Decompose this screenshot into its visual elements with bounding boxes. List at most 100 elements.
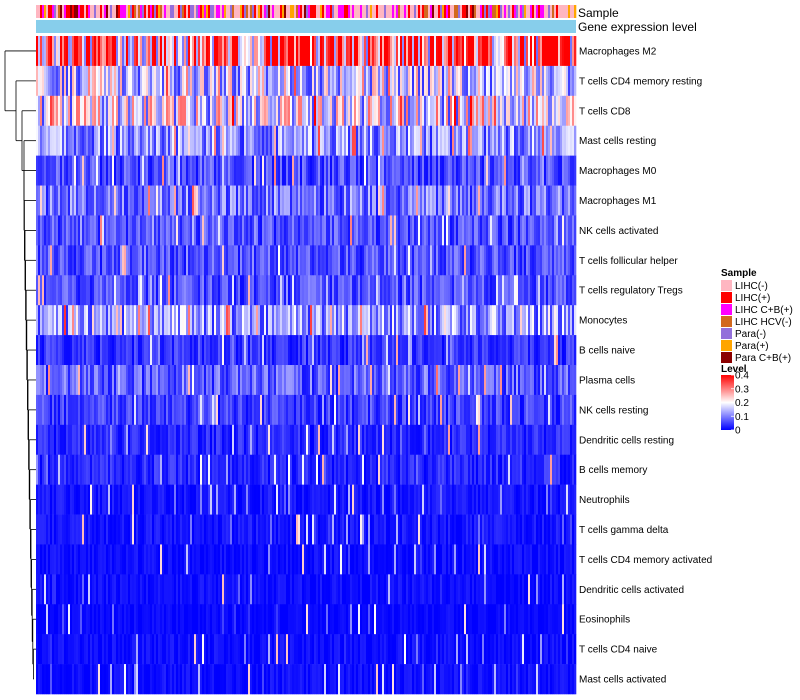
heatmap-cell xyxy=(276,424,279,456)
heatmap-cell xyxy=(204,394,207,426)
heatmap-cell xyxy=(374,484,377,515)
heatmap-cell xyxy=(188,245,191,276)
heatmap-cell xyxy=(248,125,251,156)
heatmap-cell xyxy=(260,245,263,276)
heatmap-cell xyxy=(272,95,275,127)
heatmap-cell xyxy=(220,155,223,186)
heatmap-cell xyxy=(110,65,113,97)
sample-annotation-cell xyxy=(556,5,559,18)
heatmap-cell xyxy=(324,484,327,515)
heatmap-cell xyxy=(98,215,101,246)
heatmap-cell xyxy=(328,155,331,186)
heatmap-cell xyxy=(366,95,369,127)
heatmap-cell xyxy=(198,454,201,485)
sample-annotation-cell xyxy=(460,5,463,18)
heatmap-cell xyxy=(472,424,475,456)
heatmap-cell xyxy=(358,36,361,67)
heatmap-cell xyxy=(474,394,477,426)
sample-annotation-cell xyxy=(96,5,99,18)
heatmap-cell xyxy=(306,365,309,396)
heatmap-cell xyxy=(464,514,467,545)
heatmap-cell xyxy=(220,484,223,515)
heatmap-cell xyxy=(488,484,491,515)
heatmap-cell xyxy=(168,245,171,276)
heatmap-cell xyxy=(102,155,105,186)
heatmap-cell xyxy=(104,95,107,127)
heatmap-cell xyxy=(458,424,461,456)
heatmap-cell xyxy=(182,95,185,127)
heatmap-cell xyxy=(534,424,537,456)
heatmap-cell xyxy=(286,365,289,396)
heatmap-cell xyxy=(532,65,535,97)
heatmap-cell xyxy=(112,36,115,67)
heatmap-cell xyxy=(194,155,197,186)
heatmap-cell xyxy=(508,125,511,156)
heatmap-cell xyxy=(276,484,279,515)
heatmap-cell xyxy=(164,365,167,396)
heatmap-cell xyxy=(290,155,293,186)
heatmap-cell xyxy=(108,185,111,216)
heatmap-cell xyxy=(336,454,339,485)
sample-annotation-cell xyxy=(536,5,539,18)
sample-annotation-cell xyxy=(482,5,485,18)
heatmap-cell xyxy=(82,95,85,127)
heatmap-cell xyxy=(140,215,143,246)
heatmap-cell xyxy=(110,484,113,515)
heatmap-cell xyxy=(412,275,415,306)
heatmap-cell xyxy=(114,95,117,127)
heatmap-cell xyxy=(68,185,71,216)
heatmap-cell xyxy=(548,305,551,336)
heatmap-cell xyxy=(254,65,257,97)
heatmap-cell xyxy=(336,484,339,515)
heatmap-cell xyxy=(132,454,135,485)
heatmap-cell xyxy=(512,215,515,246)
heatmap-cell xyxy=(106,95,109,127)
heatmap-cell xyxy=(558,454,561,485)
heatmap-cell xyxy=(388,65,391,97)
heatmap-cell xyxy=(330,365,333,396)
heatmap-cell xyxy=(546,424,549,456)
heatmap-cell xyxy=(516,65,519,97)
heatmap-cell xyxy=(152,424,155,456)
heatmap-cell xyxy=(546,65,549,97)
heatmap-cell xyxy=(374,305,377,336)
heatmap-cell xyxy=(386,275,389,306)
heatmap-cell xyxy=(444,484,447,515)
heatmap-cell xyxy=(348,155,351,186)
heatmap-cell xyxy=(94,305,97,336)
heatmap-cell xyxy=(186,514,189,545)
heatmap-cell xyxy=(408,95,411,127)
heatmap-cell xyxy=(174,245,177,276)
sample-annotation-cell xyxy=(450,5,453,18)
heatmap-cell xyxy=(492,95,495,127)
heatmap-cell xyxy=(208,65,211,97)
heatmap-cell xyxy=(138,394,141,426)
heatmap-cell xyxy=(466,305,469,336)
heatmap-cell xyxy=(72,215,75,246)
heatmap-cell xyxy=(418,394,421,426)
heatmap-cell xyxy=(494,155,497,186)
heatmap-cell xyxy=(38,484,41,515)
heatmap-cell xyxy=(88,95,91,127)
heatmap-cell xyxy=(200,95,203,127)
heatmap-cell xyxy=(70,95,73,127)
heatmap-cell xyxy=(218,245,221,276)
heatmap-cell xyxy=(456,185,459,216)
heatmap-cell xyxy=(552,215,555,246)
heatmap-cell xyxy=(474,424,477,456)
heatmap-cell xyxy=(336,155,339,186)
heatmap-cell xyxy=(526,365,529,396)
heatmap-cell xyxy=(142,125,145,156)
heatmap-cell xyxy=(128,394,131,426)
heatmap-cell xyxy=(492,335,495,366)
heatmap-cell xyxy=(106,365,109,396)
heatmap-cell xyxy=(520,335,523,366)
heatmap-cell xyxy=(250,185,253,216)
heatmap-cell xyxy=(480,215,483,246)
heatmap-cell xyxy=(192,365,195,396)
heatmap-cell xyxy=(280,514,283,545)
heatmap-cell xyxy=(374,394,377,426)
heatmap-cell xyxy=(488,36,491,67)
heatmap-cell xyxy=(432,514,435,545)
heatmap-cell xyxy=(480,305,483,336)
